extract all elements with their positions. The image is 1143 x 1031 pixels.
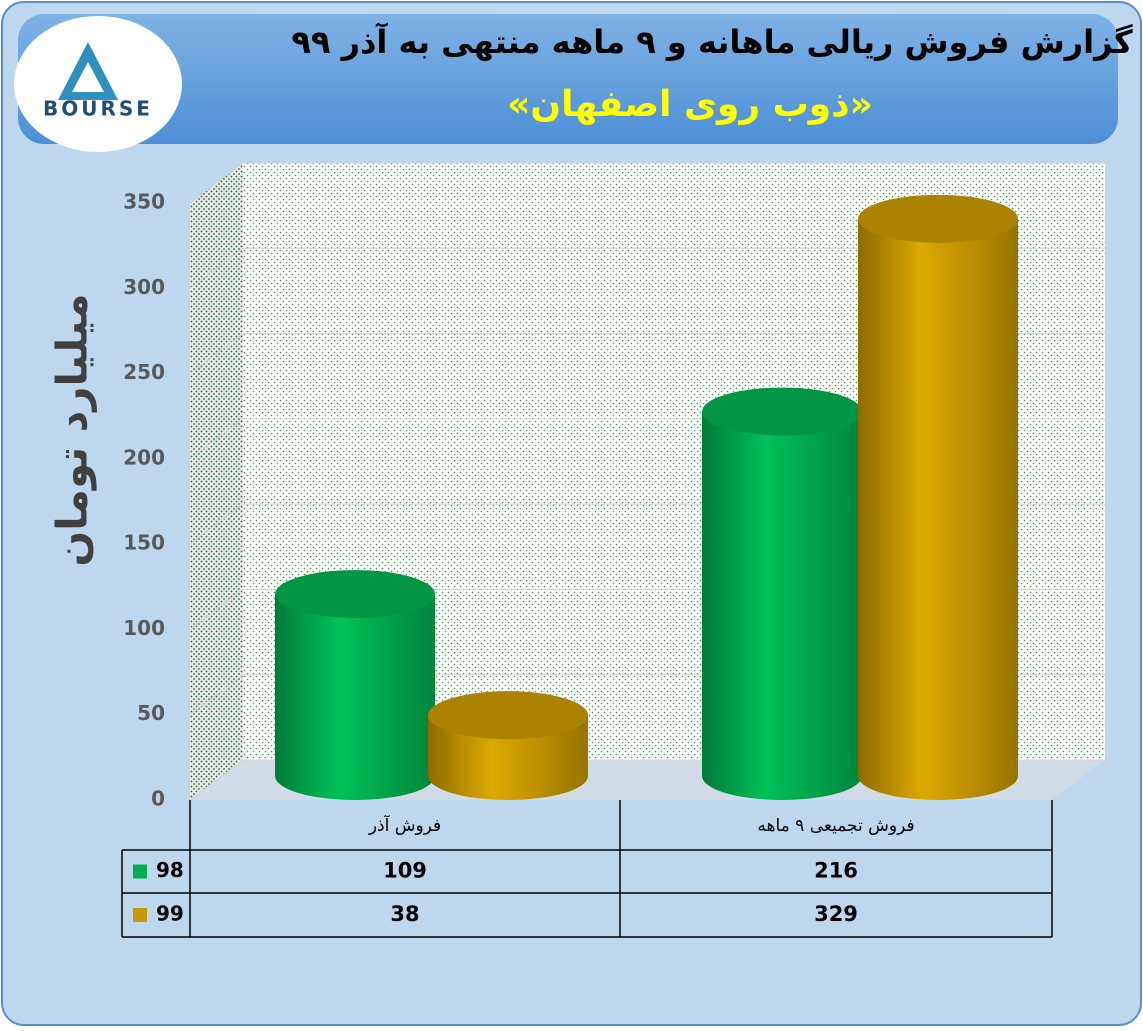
bar-top bbox=[702, 387, 862, 436]
bar bbox=[858, 218, 1018, 800]
bar bbox=[702, 411, 862, 800]
legend-swatch bbox=[133, 864, 147, 879]
chart-subtitle: «ذوب روی اصفهان» bbox=[507, 84, 873, 125]
chart-title: گزارش فروش ریالی ماهانه و ۹ ماهه منتهی ب… bbox=[291, 22, 1133, 61]
y-tick-label: 100 bbox=[123, 616, 165, 640]
legend-label: 98 bbox=[156, 858, 184, 882]
legend-swatch bbox=[133, 908, 147, 922]
logo-circle bbox=[14, 16, 182, 152]
table-category: فروش تجمیعی ۹ ماهه bbox=[757, 816, 914, 836]
bar-top bbox=[428, 691, 588, 740]
y-axis-label: میلیارد تومان bbox=[48, 293, 98, 566]
side-grid-line bbox=[189, 162, 244, 204]
y-tick-label: 350 bbox=[123, 190, 165, 214]
y-tick-label: 250 bbox=[123, 360, 165, 384]
side-grid-line bbox=[189, 759, 244, 801]
header-band bbox=[18, 14, 1118, 144]
y-tick-label: 200 bbox=[123, 445, 165, 469]
bar bbox=[428, 715, 588, 800]
y-tick-label: 0 bbox=[151, 787, 165, 811]
side-grid-line bbox=[189, 674, 244, 716]
y-tick-label: 50 bbox=[137, 701, 165, 725]
y-tick-label: 300 bbox=[123, 275, 165, 299]
legend-label: 99 bbox=[156, 902, 184, 926]
table-value: 38 bbox=[390, 902, 419, 926]
bar bbox=[275, 594, 435, 800]
bar-top bbox=[858, 194, 1018, 243]
table-category: فروش آذر bbox=[368, 814, 441, 836]
table-value: 329 bbox=[814, 902, 858, 926]
bar-top bbox=[275, 570, 435, 619]
y-tick-label: 150 bbox=[123, 531, 165, 555]
side-grid-line bbox=[189, 418, 244, 460]
table-value: 109 bbox=[383, 859, 427, 883]
logo-text: BOURSE bbox=[43, 97, 153, 121]
table-value: 216 bbox=[814, 859, 858, 883]
logo-mark bbox=[58, 42, 118, 100]
side-grid-line bbox=[189, 503, 244, 545]
side-grid-line bbox=[189, 247, 244, 289]
side-wall bbox=[190, 163, 243, 800]
side-grid-line bbox=[189, 589, 244, 630]
side-grid-line bbox=[189, 333, 244, 374]
